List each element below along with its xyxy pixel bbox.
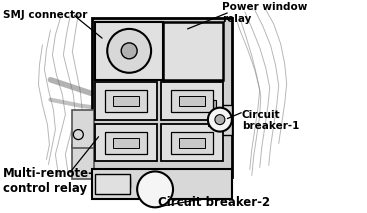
Text: Circuit breaker-2: Circuit breaker-2 (158, 196, 270, 209)
Bar (179, 96, 205, 106)
Text: Multi-remote-
control relay: Multi-remote- control relay (3, 167, 94, 196)
Bar (163, 22, 223, 80)
Circle shape (121, 43, 137, 59)
Bar (95, 22, 163, 80)
Text: Circuit
breaker-1: Circuit breaker-1 (242, 110, 299, 131)
Text: Power window
relay: Power window relay (222, 2, 307, 24)
Bar (171, 132, 213, 154)
Circle shape (215, 115, 225, 125)
Bar (105, 90, 147, 112)
Bar (161, 124, 223, 161)
Bar (105, 132, 147, 154)
Bar (210, 105, 232, 135)
Bar (95, 124, 157, 161)
Bar (161, 82, 223, 120)
Bar (92, 170, 232, 199)
Bar (72, 110, 94, 148)
Bar (92, 18, 232, 177)
Circle shape (107, 29, 151, 73)
Text: SMJ connector: SMJ connector (3, 10, 87, 20)
Bar (113, 138, 139, 148)
Bar (208, 100, 216, 108)
Bar (95, 82, 157, 120)
Bar (143, 177, 168, 187)
Bar (171, 90, 213, 112)
Circle shape (137, 171, 173, 207)
Bar (72, 145, 94, 179)
Bar (179, 138, 205, 148)
Bar (95, 174, 130, 194)
Bar (208, 118, 216, 126)
Circle shape (73, 130, 83, 140)
Bar (105, 177, 130, 187)
Bar (113, 96, 139, 106)
Circle shape (208, 108, 232, 132)
